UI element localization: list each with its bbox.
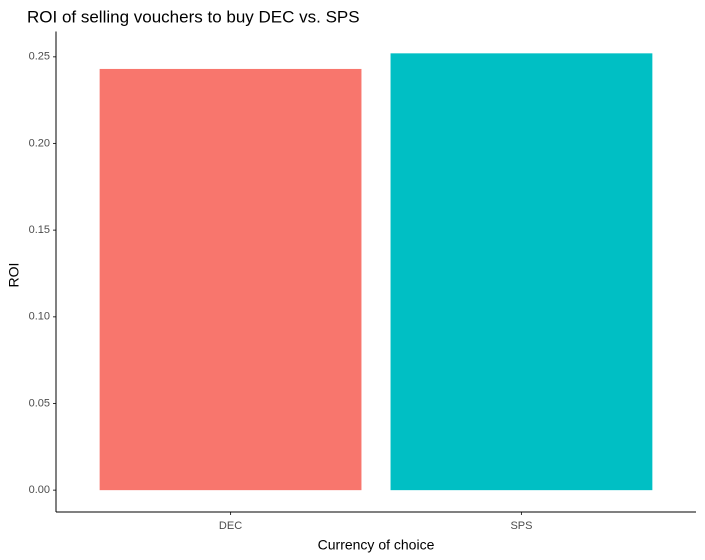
y-tick-label: 0.25 <box>29 51 50 63</box>
y-axis-title: ROI <box>6 263 22 288</box>
bar <box>390 53 653 491</box>
chart-title: ROI of selling vouchers to buy DEC vs. S… <box>27 7 360 26</box>
y-tick-label: 0.10 <box>29 311 50 323</box>
y-tick-label: 0.20 <box>29 137 50 149</box>
x-tick-label: SPS <box>510 520 532 532</box>
x-axis-title: Currency of choice <box>318 537 435 553</box>
y-tick-label: 0.15 <box>29 224 50 236</box>
bar <box>99 68 362 491</box>
y-tick-label: 0.05 <box>29 397 50 409</box>
y-tick-label: 0.00 <box>29 484 50 496</box>
x-tick-label: DEC <box>219 520 242 532</box>
